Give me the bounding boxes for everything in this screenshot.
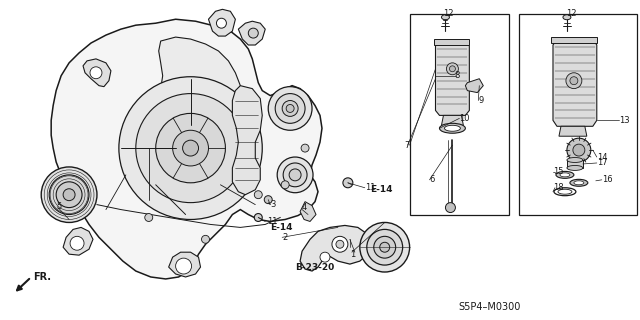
Bar: [551, 37, 596, 43]
Bar: [410, 14, 509, 214]
Ellipse shape: [444, 125, 460, 131]
Text: 17: 17: [596, 158, 607, 167]
Ellipse shape: [440, 123, 465, 133]
Circle shape: [445, 203, 456, 212]
Circle shape: [566, 73, 582, 89]
Circle shape: [145, 213, 153, 221]
Circle shape: [301, 144, 309, 152]
Bar: [519, 14, 637, 214]
Circle shape: [380, 242, 390, 252]
Text: 15: 15: [553, 167, 563, 176]
Circle shape: [286, 105, 294, 112]
Bar: [567, 160, 583, 168]
Circle shape: [281, 181, 289, 189]
Circle shape: [289, 169, 301, 181]
Circle shape: [447, 63, 458, 75]
Circle shape: [254, 213, 262, 221]
Circle shape: [119, 77, 262, 220]
Circle shape: [367, 229, 403, 265]
Polygon shape: [435, 41, 469, 116]
Circle shape: [570, 77, 578, 85]
Text: E-14: E-14: [270, 223, 292, 232]
Ellipse shape: [567, 165, 583, 171]
Text: 9: 9: [478, 96, 484, 105]
Circle shape: [573, 144, 585, 156]
Polygon shape: [137, 37, 243, 192]
Text: 3: 3: [270, 200, 276, 209]
Text: 7: 7: [404, 140, 410, 150]
Ellipse shape: [563, 15, 571, 20]
Text: 16: 16: [602, 175, 612, 184]
Polygon shape: [442, 116, 463, 125]
Circle shape: [277, 157, 313, 193]
Circle shape: [56, 182, 82, 208]
Ellipse shape: [574, 181, 584, 185]
Circle shape: [336, 240, 344, 248]
Circle shape: [343, 178, 353, 188]
Polygon shape: [300, 202, 316, 221]
Circle shape: [449, 66, 456, 72]
Polygon shape: [83, 59, 111, 87]
Circle shape: [264, 196, 272, 204]
Text: 11: 11: [268, 217, 278, 226]
Circle shape: [182, 140, 198, 156]
Text: 18: 18: [553, 183, 564, 192]
Circle shape: [41, 167, 97, 222]
Bar: [433, 39, 469, 45]
Polygon shape: [238, 21, 265, 45]
Ellipse shape: [570, 179, 588, 186]
Polygon shape: [51, 19, 322, 279]
Circle shape: [216, 18, 227, 28]
Text: 12: 12: [444, 9, 454, 18]
Circle shape: [360, 222, 410, 272]
Text: 14: 14: [596, 153, 607, 162]
Circle shape: [283, 163, 307, 187]
Circle shape: [332, 236, 348, 252]
Circle shape: [374, 236, 396, 258]
Text: E-14: E-14: [370, 185, 392, 194]
Circle shape: [175, 258, 191, 274]
Polygon shape: [63, 228, 93, 255]
Circle shape: [320, 252, 330, 262]
Ellipse shape: [556, 172, 574, 178]
Circle shape: [275, 93, 305, 123]
Ellipse shape: [442, 15, 449, 20]
Circle shape: [63, 189, 75, 201]
Text: 5: 5: [56, 202, 61, 211]
Polygon shape: [559, 126, 587, 136]
Polygon shape: [465, 79, 483, 92]
Text: B-23-20: B-23-20: [295, 263, 334, 272]
Ellipse shape: [560, 173, 570, 177]
Circle shape: [136, 93, 245, 203]
Circle shape: [268, 87, 312, 130]
Polygon shape: [169, 252, 200, 277]
Ellipse shape: [567, 157, 583, 163]
Circle shape: [70, 236, 84, 250]
Circle shape: [567, 138, 591, 162]
Circle shape: [282, 100, 298, 116]
Circle shape: [156, 113, 225, 183]
Circle shape: [248, 28, 259, 38]
Text: 8: 8: [454, 71, 460, 80]
Polygon shape: [209, 9, 236, 36]
Polygon shape: [232, 86, 262, 195]
Circle shape: [202, 235, 209, 243]
Text: 13: 13: [619, 116, 629, 125]
Circle shape: [173, 130, 209, 166]
Polygon shape: [300, 225, 372, 271]
Circle shape: [49, 175, 89, 214]
Text: FR.: FR.: [33, 272, 51, 282]
Text: 6: 6: [429, 175, 435, 184]
Circle shape: [254, 191, 262, 199]
Text: 11: 11: [365, 183, 375, 192]
Text: 4: 4: [302, 203, 307, 212]
Text: S5P4–M0300: S5P4–M0300: [458, 302, 520, 312]
Text: 10: 10: [460, 114, 470, 123]
Text: 2: 2: [282, 233, 287, 242]
Text: 1: 1: [350, 250, 355, 259]
Circle shape: [90, 67, 102, 79]
Polygon shape: [553, 39, 596, 126]
Text: 12: 12: [566, 9, 577, 18]
